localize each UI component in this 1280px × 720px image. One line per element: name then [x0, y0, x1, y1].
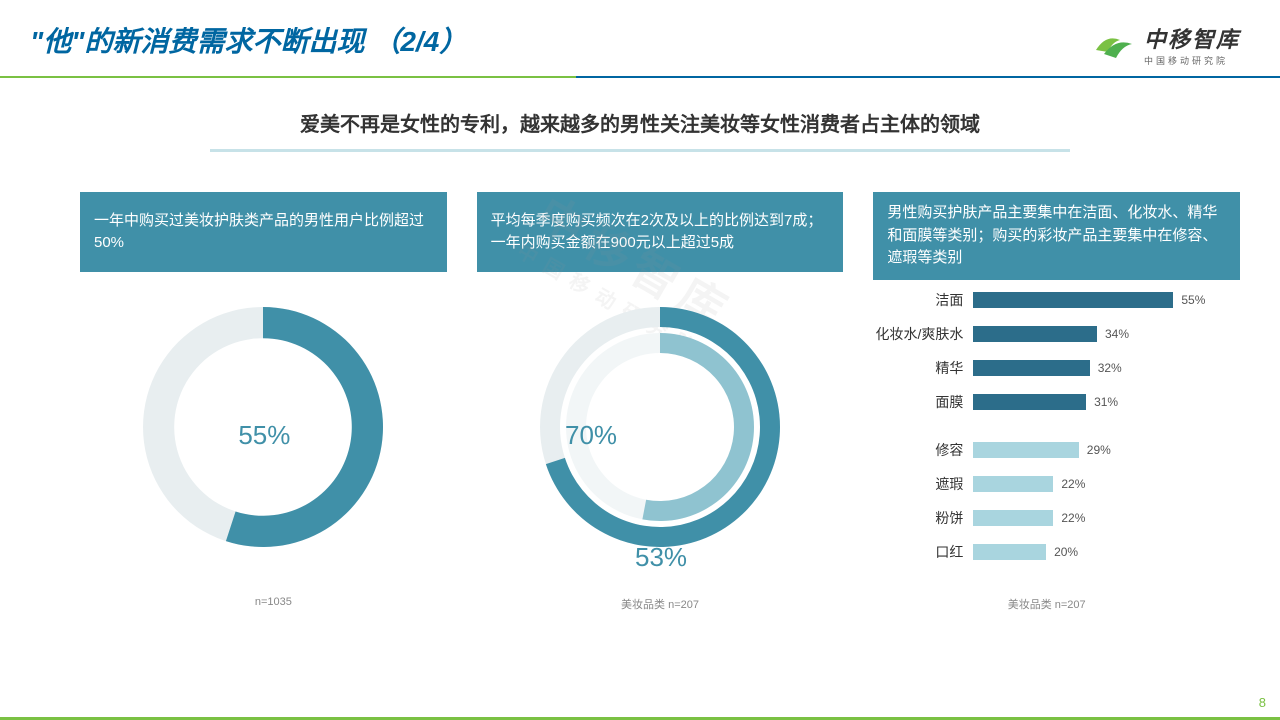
bar-value: 55% — [1181, 293, 1205, 307]
bar-value: 20% — [1054, 545, 1078, 559]
col3-footnote: 美妆品类 n=207 — [853, 596, 1240, 612]
logo: 中移智库 中国移动研究院 — [1090, 20, 1240, 68]
bar-row: 口红 20% — [873, 542, 1240, 562]
footnote-row: n=1035 美妆品类 n=207 美妆品类 n=207 — [0, 596, 1280, 612]
bar-fill — [973, 510, 1053, 526]
column-2: 平均每季度购买频次在2次及以上的比例达到7成；一年内购买金额在900元以上超过5… — [477, 192, 844, 576]
subtitle-area: 爱美不再是女性的专利，越来越多的男性关注美妆等女性消费者占主体的领域 — [0, 108, 1280, 152]
col1-caption: 一年中购买过美妆护肤类产品的男性用户比例超过50% — [80, 192, 447, 272]
bar-label: 面膜 — [873, 392, 973, 412]
bar-value: 31% — [1094, 395, 1118, 409]
bar-track: 29% — [973, 442, 1240, 458]
logo-icon — [1090, 20, 1138, 68]
logo-text-small: 中国移动研究院 — [1144, 54, 1240, 67]
col3-caption: 男性购买护肤产品主要集中在洁面、化妆水、精华和面膜等类别；购买的彩妆产品主要集中… — [873, 192, 1240, 280]
col1-footnote: n=1035 — [80, 596, 467, 612]
column-1: 一年中购买过美妆护肤类产品的男性用户比例超过50% 55% — [80, 192, 447, 576]
bar-label: 洁面 — [873, 290, 973, 310]
column-3: 男性购买护肤产品主要集中在洁面、化妆水、精华和面膜等类别；购买的彩妆产品主要集中… — [873, 192, 1240, 576]
bar-row: 面膜 31% — [873, 392, 1240, 412]
columns: 一年中购买过美妆护肤类产品的男性用户比例超过50% 55% 平均每季度购买频次在… — [0, 152, 1280, 576]
bar-row: 修容 29% — [873, 440, 1240, 460]
bar-fill — [973, 442, 1078, 458]
col1-donut-label: 55% — [238, 420, 290, 451]
page-title: "他"的新消费需求不断出现 （2/4） — [30, 20, 467, 60]
bar-row: 精华 32% — [873, 358, 1240, 378]
header-rule — [0, 76, 1280, 78]
bar-track: 55% — [973, 292, 1240, 308]
col2-donut: 70% 53% — [525, 292, 795, 562]
bar-label: 粉饼 — [873, 508, 973, 528]
bar-row: 化妆水/爽肤水 34% — [873, 324, 1240, 344]
bar-track: 22% — [973, 476, 1240, 492]
subtitle: 爱美不再是女性的专利，越来越多的男性关注美妆等女性消费者占主体的领域 — [0, 108, 1280, 137]
bar-fill — [973, 326, 1097, 342]
bar-value: 22% — [1061, 477, 1085, 491]
bar-fill — [973, 292, 1173, 308]
bar-track: 34% — [973, 326, 1240, 342]
header: "他"的新消费需求不断出现 （2/4） 中移智库 中国移动研究院 — [0, 0, 1280, 68]
col2-outer-label: 70% — [565, 420, 617, 451]
page-number: 8 — [1259, 695, 1266, 710]
col3-barchart: 洁面 55% 化妆水/爽肤水 34% 精华 32% 面膜 31% 修容 29% 遮瑕 22% 粉饼 22%… — [873, 290, 1240, 576]
bar-label: 精华 — [873, 358, 973, 378]
bar-track: 20% — [973, 544, 1240, 560]
bar-fill — [973, 544, 1046, 560]
bar-value: 29% — [1087, 443, 1111, 457]
bar-fill — [973, 360, 1089, 376]
title-paren: （2/4） — [372, 26, 467, 57]
bar-track: 22% — [973, 510, 1240, 526]
col2-footnote: 美妆品类 n=207 — [467, 596, 854, 612]
bar-row: 洁面 55% — [873, 290, 1240, 310]
bar-value: 34% — [1105, 327, 1129, 341]
bar-track: 31% — [973, 394, 1240, 410]
bar-row: 遮瑕 22% — [873, 474, 1240, 494]
bar-label: 口红 — [873, 542, 973, 562]
bar-label: 化妆水/爽肤水 — [873, 324, 973, 344]
col2-caption: 平均每季度购买频次在2次及以上的比例达到7成；一年内购买金额在900元以上超过5… — [477, 192, 844, 272]
bar-fill — [973, 476, 1053, 492]
title-text: "他"的新消费需求不断出现 — [30, 26, 365, 57]
bar-value: 32% — [1098, 361, 1122, 375]
bar-label: 遮瑕 — [873, 474, 973, 494]
bar-fill — [973, 394, 1086, 410]
bar-label: 修容 — [873, 440, 973, 460]
col2-inner-label: 53% — [635, 542, 687, 573]
col1-donut: 55% — [128, 292, 398, 562]
bar-track: 32% — [973, 360, 1240, 376]
bar-value: 22% — [1061, 511, 1085, 525]
bar-row: 粉饼 22% — [873, 508, 1240, 528]
logo-text-big: 中移智库 — [1144, 22, 1240, 54]
